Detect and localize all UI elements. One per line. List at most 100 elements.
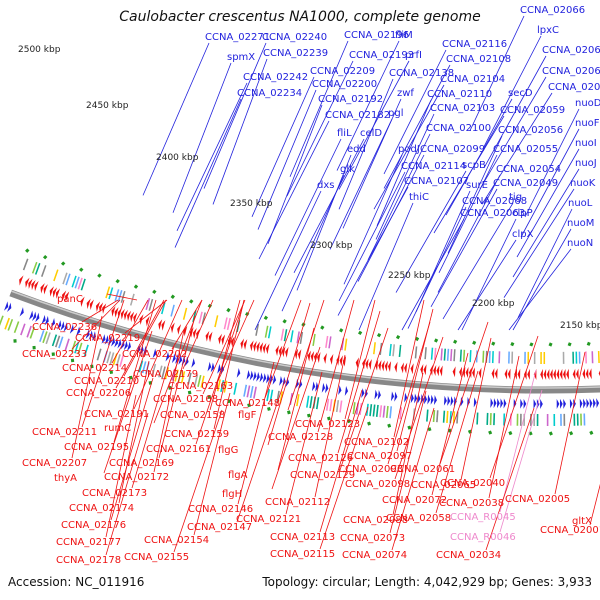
forward-gene-mark xyxy=(285,377,290,387)
reverse-category-mark xyxy=(129,293,135,306)
reverse-gene-mark xyxy=(40,283,45,294)
forward-leader-line xyxy=(520,128,580,238)
forward-gene-mark xyxy=(298,379,303,390)
forward-category-mark xyxy=(489,413,492,426)
forward-gene-mark xyxy=(496,398,500,409)
forward-gene-label: CCNA_02068 xyxy=(462,196,527,207)
reverse-gene-label: CCNA_02061 xyxy=(390,464,455,475)
outer-marker xyxy=(387,423,392,428)
reverse-category-mark xyxy=(161,302,166,315)
reverse-category-mark xyxy=(524,351,526,364)
scale-tick-label: 2400 kbp xyxy=(156,153,199,163)
reverse-category-mark xyxy=(170,304,175,317)
forward-gene-mark xyxy=(171,353,176,364)
reverse-gene-mark xyxy=(158,319,163,330)
forward-gene-mark xyxy=(269,374,273,385)
forward-gene-label: CCNA_02138 xyxy=(389,68,454,79)
inner-marker xyxy=(586,341,591,346)
reverse-category-mark xyxy=(344,338,348,351)
forward-gene-label: CCNA_02059 xyxy=(500,105,565,116)
outer-marker xyxy=(129,375,133,380)
forward-gene-label: secD xyxy=(508,88,533,99)
forward-category-mark xyxy=(389,406,393,419)
reverse-leader-line xyxy=(195,301,245,445)
reverse-gene-mark xyxy=(127,310,132,322)
forward-gene-label: edd xyxy=(347,144,366,155)
reverse-gene-mark xyxy=(504,368,508,380)
forward-leader-line xyxy=(512,228,572,331)
reverse-gene-label: CCNA_02214 xyxy=(62,363,127,374)
forward-category-mark xyxy=(355,402,359,415)
forward-category-mark xyxy=(158,365,163,378)
forward-category-mark xyxy=(243,384,248,397)
forward-gene-mark xyxy=(596,398,600,409)
forward-gene-mark xyxy=(410,393,414,404)
forward-gene-label: CCNA_02242 xyxy=(243,72,308,83)
reverse-category-mark xyxy=(148,298,154,311)
forward-category-mark xyxy=(253,386,257,399)
forward-category-mark xyxy=(220,379,225,393)
forward-leader-line xyxy=(289,40,349,177)
forward-category-mark xyxy=(372,404,376,417)
forward-gene-mark xyxy=(101,334,106,344)
reverse-leader-line xyxy=(71,299,121,350)
reverse-gene-mark xyxy=(384,360,388,372)
reverse-gene-label: CCNA_02179 xyxy=(133,369,198,380)
reverse-gene-mark xyxy=(423,364,427,376)
reverse-gene-label: CCNA_R0045 xyxy=(450,512,516,523)
reverse-leader-line xyxy=(106,293,138,301)
inner-marker xyxy=(42,254,48,260)
forward-gene-label: nuoI xyxy=(575,138,597,149)
reverse-category-mark xyxy=(71,275,77,288)
forward-category-mark xyxy=(187,372,192,385)
forward-leader-line xyxy=(257,89,317,230)
reverse-gene-mark xyxy=(281,346,286,358)
forward-gene-mark xyxy=(272,374,277,385)
reverse-gene-label: CCNA_02074 xyxy=(342,550,407,561)
reverse-gene-mark xyxy=(582,368,586,380)
forward-category-mark xyxy=(55,335,61,348)
reverse-gene-label: CCNA_02177 xyxy=(56,537,121,548)
reverse-gene-mark xyxy=(336,354,340,366)
reverse-category-mark xyxy=(290,330,294,343)
reverse-category-mark xyxy=(498,351,501,364)
forward-category-mark xyxy=(119,355,124,368)
forward-leader-line xyxy=(174,98,242,248)
forward-category-mark xyxy=(580,413,582,426)
reverse-category-mark xyxy=(575,351,578,364)
forward-category-mark xyxy=(77,342,83,355)
reverse-gene-label: CCNA_02147 xyxy=(187,522,252,533)
scale-tick-label: 2500 kbp xyxy=(18,45,61,55)
forward-leader-line xyxy=(343,154,403,285)
forward-gene-mark xyxy=(453,396,457,407)
reverse-gene-label: CCNA_02005 xyxy=(505,494,570,505)
forward-gene-mark xyxy=(88,330,93,340)
reverse-gene-mark xyxy=(566,368,569,380)
reverse-leader-line xyxy=(118,360,150,504)
reverse-gene-mark xyxy=(546,368,550,380)
forward-gene-label: nuoD xyxy=(575,98,600,109)
forward-gene-mark xyxy=(325,383,329,394)
reverse-gene-label: CCNA_02236 xyxy=(32,322,97,333)
forward-gene-mark xyxy=(107,336,112,346)
forward-category-mark xyxy=(0,315,4,327)
reverse-gene-mark xyxy=(43,284,48,295)
forward-gene-label: pgl xyxy=(388,108,403,119)
forward-gene-mark xyxy=(447,395,451,406)
forward-gene-label: CCNA_02234 xyxy=(237,88,302,99)
inner-marker xyxy=(357,330,363,336)
forward-category-mark xyxy=(74,341,80,354)
forward-gene-label: CCNA_02055 xyxy=(493,144,558,155)
reverse-gene-mark xyxy=(553,368,556,380)
reverse-leader-line xyxy=(105,394,137,538)
reverse-gene-label: CCNA_02123 xyxy=(295,419,360,430)
reverse-leader-line xyxy=(589,483,600,526)
forward-gene-mark xyxy=(259,372,264,383)
inner-marker xyxy=(189,299,194,304)
forward-category-mark xyxy=(369,404,373,417)
reverse-gene-mark xyxy=(387,361,392,373)
forward-category-mark xyxy=(246,385,251,398)
reverse-gene-mark xyxy=(514,368,517,380)
forward-category-mark xyxy=(115,354,121,367)
